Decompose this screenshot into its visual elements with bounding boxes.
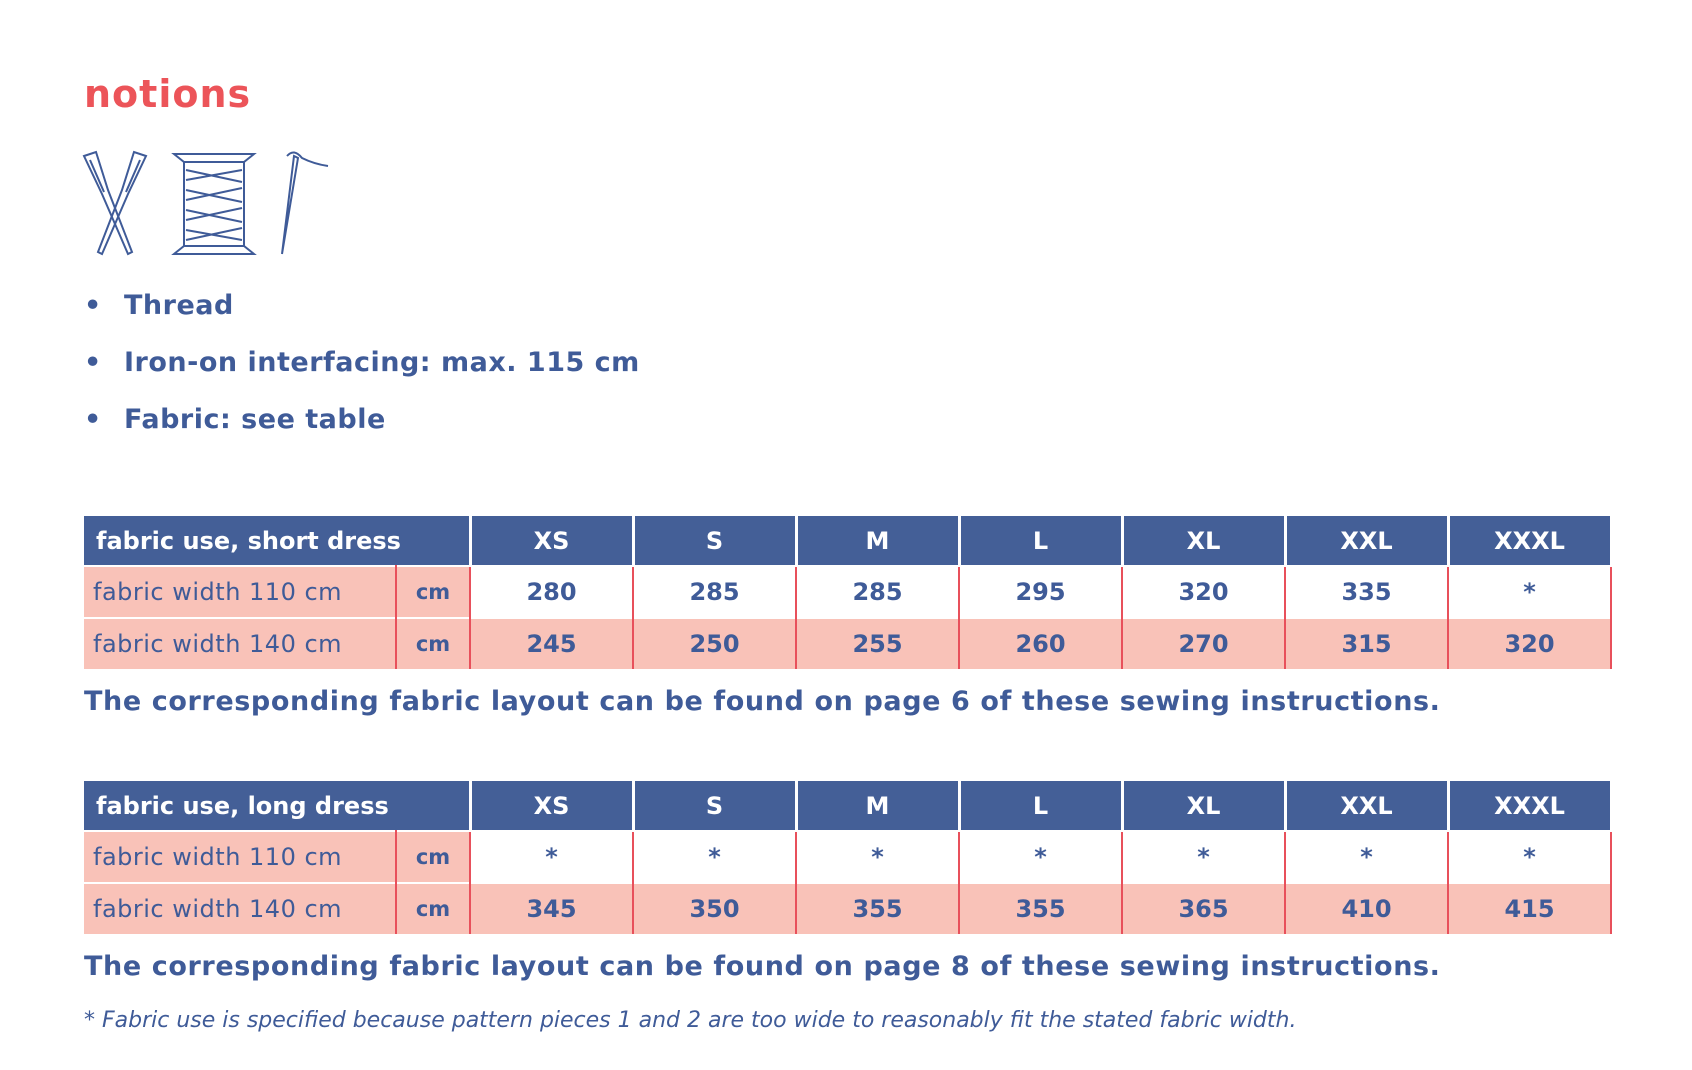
table-title: fabric use, long dress bbox=[84, 781, 472, 831]
fabric-amount: 260 bbox=[959, 617, 1123, 669]
bullet-item: Thread bbox=[84, 290, 640, 347]
size-header: XL bbox=[1122, 516, 1287, 566]
title: notions bbox=[84, 72, 252, 116]
fabric-amount: 320 bbox=[1122, 565, 1286, 618]
header-row: fabric use, long dress XS S M L XL XXL XXXL bbox=[84, 781, 1613, 831]
unit: cm bbox=[395, 565, 471, 618]
size-header: L bbox=[959, 781, 1124, 831]
row-label: fabric width 110 cm bbox=[84, 565, 397, 618]
fabric-amount: 335 bbox=[1285, 565, 1449, 618]
fabric-amount: * bbox=[959, 830, 1123, 883]
fabric-amount: 355 bbox=[796, 882, 960, 934]
row-label: fabric width 110 cm bbox=[84, 830, 397, 883]
fabric-amount: * bbox=[633, 830, 797, 883]
fabric-table: fabric use, long dress XS S M L XL XXL XXXL fabr… bbox=[84, 781, 1613, 934]
fabric-amount: 280 bbox=[470, 565, 634, 618]
fabric-amount: * bbox=[796, 830, 960, 883]
size-header: XXL bbox=[1285, 781, 1450, 831]
spool-icon bbox=[171, 153, 257, 255]
bullet-item: Fabric: see table bbox=[84, 404, 640, 461]
fabric-amount: 365 bbox=[1122, 882, 1286, 934]
bullet-item: Iron-on interfacing: max. 115 cm bbox=[84, 347, 640, 404]
unit: cm bbox=[395, 882, 471, 934]
fabric-amount: 410 bbox=[1285, 882, 1449, 934]
fabric-amount: 415 bbox=[1448, 882, 1612, 934]
table-note: The corresponding fabric layout can be f… bbox=[84, 686, 1441, 717]
fabric-amount: 285 bbox=[796, 565, 960, 618]
row-label: fabric width 140 cm bbox=[84, 882, 397, 934]
size-header: M bbox=[796, 516, 961, 566]
fabric-amount: * bbox=[470, 830, 634, 883]
fabric-amount: * bbox=[1285, 830, 1449, 883]
fabric-amount: 255 bbox=[796, 617, 960, 669]
size-header: XS bbox=[470, 516, 635, 566]
scissors-icon bbox=[82, 150, 148, 256]
data-row: fabric width 140 cm cm 245 250 255 260 270 315 3… bbox=[84, 617, 1612, 669]
size-header: XXL bbox=[1285, 516, 1450, 566]
fabric-amount: * bbox=[1122, 830, 1286, 883]
fabric-amount: 315 bbox=[1285, 617, 1449, 669]
fabric-amount: 355 bbox=[959, 882, 1123, 934]
fabric-amount: * bbox=[1448, 830, 1612, 883]
size-header: S bbox=[633, 781, 798, 831]
fabric-amount: 250 bbox=[633, 617, 797, 669]
data-row: fabric width 110 cm cm * * * * * * * bbox=[84, 830, 1612, 883]
fabric-amount: 320 bbox=[1448, 617, 1612, 669]
size-header: XXXL bbox=[1448, 516, 1613, 566]
fabric-amount: 270 bbox=[1122, 617, 1286, 669]
size-header: L bbox=[959, 516, 1124, 566]
fabric-table: fabric use, short dress XS S M L XL XXL XXXL fab… bbox=[84, 516, 1613, 669]
fabric-amount: 295 bbox=[959, 565, 1123, 618]
notion-icons bbox=[82, 150, 329, 256]
fabric-amount: 350 bbox=[633, 882, 797, 934]
size-header: XXXL bbox=[1448, 781, 1613, 831]
size-header: XL bbox=[1122, 781, 1287, 831]
header-row: fabric use, short dress XS S M L XL XXL XXXL bbox=[84, 516, 1613, 566]
unit: cm bbox=[395, 617, 471, 669]
size-header: S bbox=[633, 516, 798, 566]
footnote: * Fabric use is specified because patter… bbox=[84, 1008, 1297, 1033]
table-note: The corresponding fabric layout can be f… bbox=[84, 951, 1441, 982]
size-header: XS bbox=[470, 781, 635, 831]
table-title: fabric use, short dress bbox=[84, 516, 472, 566]
data-row: fabric width 140 cm cm 345 350 355 355 365 410 4… bbox=[84, 882, 1612, 934]
fabric-amount: 345 bbox=[470, 882, 634, 934]
unit: cm bbox=[395, 830, 471, 883]
fabric-amount: 245 bbox=[470, 617, 634, 669]
size-header: M bbox=[796, 781, 961, 831]
bullet-list: ThreadIron-on interfacing: max. 115 cmFa… bbox=[84, 290, 640, 461]
fabric-amount: * bbox=[1448, 565, 1612, 618]
row-label: fabric width 140 cm bbox=[84, 617, 397, 669]
fabric-amount: 285 bbox=[633, 565, 797, 618]
data-row: fabric width 110 cm cm 280 285 285 295 320 335 * bbox=[84, 565, 1612, 618]
needle-icon bbox=[281, 151, 329, 255]
